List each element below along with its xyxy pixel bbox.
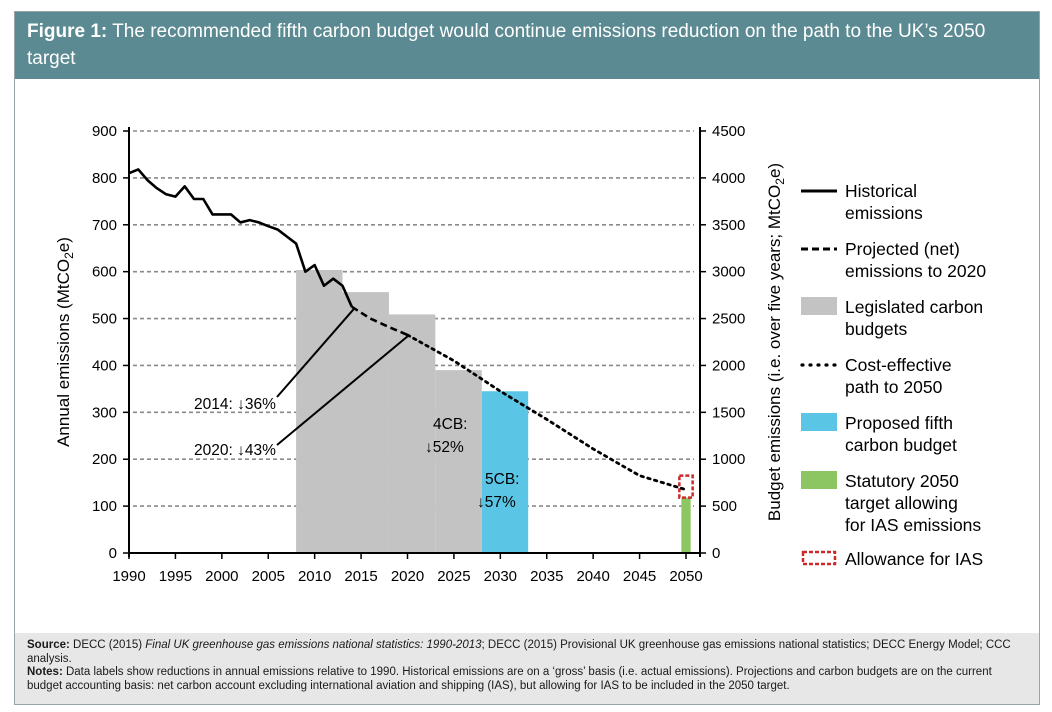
emissions-chart: 2014: ↓36% 2020: ↓43% 4CB: ↓52% 5CB: ↓57% 0 100… xyxy=(54,123,986,585)
y-left-tick-label: 800 xyxy=(92,170,117,187)
legend-label: Cost-effective xyxy=(845,355,952,375)
y-right-tick-label: 3000 xyxy=(712,264,745,281)
target-2050-bar xyxy=(681,497,691,553)
y-right-title-sub: 2 xyxy=(773,178,787,185)
x-tick-label: 2010 xyxy=(298,568,331,585)
figure-frame: Figure 1: The recommended fifth carbon b… xyxy=(14,11,1040,705)
y-right-tick-label: 4500 xyxy=(712,123,745,140)
x-tick-label: 2015 xyxy=(344,568,377,585)
x-tick-label: 2005 xyxy=(252,568,285,585)
y-left-tick-label: 500 xyxy=(92,311,117,328)
legend-label: Statutory 2050 xyxy=(845,471,959,491)
figure-title: The recommended fifth carbon budget woul… xyxy=(27,21,986,69)
legend-label: Allowance for IAS xyxy=(845,549,983,569)
legend-label: for IAS emissions xyxy=(845,515,981,535)
x-tick-label: 2020 xyxy=(391,568,424,585)
y-left-tick-label: 400 xyxy=(92,357,117,374)
proposed-budget-bar xyxy=(481,391,529,553)
source-line: Source: DECC (2015) Final UK greenhouse … xyxy=(27,639,1029,666)
y-left-tick-label: 200 xyxy=(92,451,117,468)
x-tick-label: 2040 xyxy=(576,568,609,585)
legislated-budget-bar xyxy=(388,314,436,553)
historical-emissions-line xyxy=(128,168,353,308)
legend-label: carbon budget xyxy=(845,435,957,455)
legend-label: Legislated carbon xyxy=(845,297,983,317)
x-tick-label: 2035 xyxy=(530,568,563,585)
y-left-title-main: Annual emissions (MtCO xyxy=(54,259,73,447)
y-right-title-end: e) xyxy=(765,163,784,178)
figure-label: Figure 1: xyxy=(27,21,108,42)
y-right-tick-label: 2500 xyxy=(712,311,745,328)
y-left-tick-label: 700 xyxy=(92,217,117,234)
legend-swatch-ias xyxy=(801,550,837,566)
y-left-axis-title: Annual emissions (MtCO2e) xyxy=(54,237,76,447)
source-label: Source: xyxy=(27,639,70,651)
x-tick-label: 2030 xyxy=(484,568,517,585)
legislated-budget-bar xyxy=(296,269,343,553)
notes-label: Notes: xyxy=(27,666,63,678)
y-right-tick-label: 3500 xyxy=(712,217,745,234)
legend-label: path to 2050 xyxy=(845,377,943,397)
x-tick-label: 2045 xyxy=(623,568,656,585)
x-tick-label: 2000 xyxy=(205,568,238,585)
source-text-2: ; DECC (2015) Provisional UK greenhouse … xyxy=(27,639,1011,665)
legend-label: target allowing xyxy=(845,493,958,513)
x-tick-label: 1990 xyxy=(112,568,145,585)
y-left-tick-label: 600 xyxy=(92,264,117,281)
y-right-axis-title: Budget emissions (i.e. over five years; … xyxy=(765,163,787,521)
annotation-4cb-value: ↓52% xyxy=(425,439,464,456)
legend-swatch-box xyxy=(801,471,837,489)
annotation-4cb-label: 4CB: xyxy=(433,416,467,433)
y-left-tick-label: 900 xyxy=(92,123,117,140)
legislated-budget-bar xyxy=(435,370,482,553)
y-right-tick-label: 500 xyxy=(712,498,737,515)
y-left-tick-label: 300 xyxy=(92,404,117,421)
legend-label: budgets xyxy=(845,319,908,339)
y-right-title-main: Budget emissions (i.e. over five years; … xyxy=(765,185,784,521)
y-left-title-end: e) xyxy=(54,237,73,252)
source-italic: Final UK greenhouse gas emissions nation… xyxy=(145,639,482,651)
annotation-5cb-value: ↓57% xyxy=(477,494,516,511)
cost-effective-path-line xyxy=(406,333,688,492)
notes-text: Data labels show reductions in annual em… xyxy=(27,666,992,692)
legend-label: Projected (net) xyxy=(845,239,960,259)
y-right-tick-label: 0 xyxy=(712,545,720,562)
y-right-tick-label: 1500 xyxy=(712,404,745,421)
annotation-2020: 2020: ↓43% xyxy=(194,442,276,459)
y-left-tick-label: 100 xyxy=(92,498,117,515)
y-right-tick-label: 2000 xyxy=(712,357,745,374)
legend-label: Historical xyxy=(845,181,917,201)
y-left-title-sub: 2 xyxy=(62,252,76,259)
source-text-1: DECC (2015) xyxy=(73,639,143,651)
x-tick-label: 2050 xyxy=(669,568,702,585)
x-tick-label: 1995 xyxy=(159,568,192,585)
legend-swatch-box xyxy=(801,297,837,315)
x-tick-label: 2025 xyxy=(437,568,470,585)
annotation-2014: 2014: ↓36% xyxy=(194,396,276,413)
y-left-tick-label: 0 xyxy=(109,545,117,562)
legend-label: emissions xyxy=(845,203,923,223)
annotation-leader-2020 xyxy=(276,335,409,446)
legend-label: Proposed fifth xyxy=(845,413,953,433)
annotation-leader-2014 xyxy=(276,308,355,398)
figure-header: Figure 1: The recommended fifth carbon b… xyxy=(15,12,1039,79)
ias-allowance-box xyxy=(678,474,694,499)
chart-area: 2014: ↓36% 2020: ↓43% 4CB: ↓52% 5CB: ↓57% 0 100… xyxy=(15,79,1039,633)
notes-line: Notes: Data labels show reductions in an… xyxy=(27,666,1029,693)
legislated-budget-bar xyxy=(342,292,389,553)
legend-swatch-box xyxy=(801,413,837,431)
figure-footer: Source: DECC (2015) Final UK greenhouse … xyxy=(15,633,1039,704)
legend-label: emissions to 2020 xyxy=(845,261,986,281)
y-right-tick-label: 4000 xyxy=(712,170,745,187)
annotation-5cb-label: 5CB: xyxy=(485,471,519,488)
y-right-tick-label: 1000 xyxy=(712,451,745,468)
